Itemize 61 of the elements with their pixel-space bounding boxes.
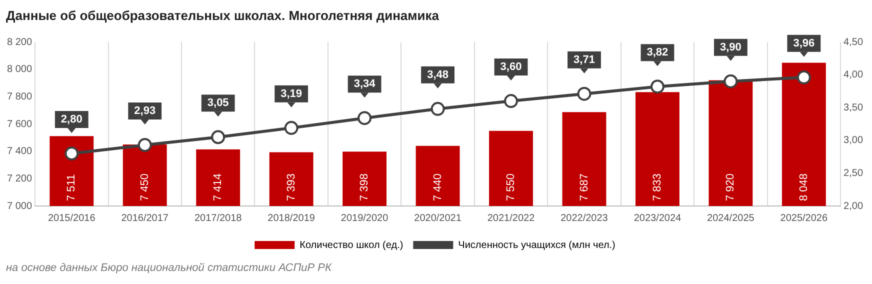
y2-tick-label: 3,50 bbox=[844, 102, 864, 114]
data-label: 3,90 bbox=[720, 41, 742, 54]
x-tick-label: 2022/2023 bbox=[560, 212, 608, 224]
text: на основе данных Бюро национальной статистики АСПиР РК bbox=[6, 262, 332, 274]
y2-tick-label: 2,00 bbox=[844, 200, 864, 212]
x-tick-label: 2019/2020 bbox=[340, 212, 389, 224]
y-tick-label: 8 000 bbox=[6, 64, 32, 76]
data-label: 3,71 bbox=[574, 54, 595, 66]
data-label: 7 450 bbox=[138, 173, 151, 201]
point bbox=[64, 146, 79, 161]
x-tick-label: 2025/2026 bbox=[780, 212, 828, 224]
point bbox=[211, 130, 226, 144]
point bbox=[430, 102, 445, 116]
point bbox=[724, 74, 738, 88]
x-tick-label: 2018/2019 bbox=[268, 212, 316, 224]
point bbox=[577, 86, 592, 101]
data-label: 7 511 bbox=[66, 174, 78, 201]
point bbox=[138, 138, 152, 152]
point bbox=[650, 80, 664, 94]
data-label: 7 833 bbox=[651, 173, 664, 201]
data-label: 3,48 bbox=[427, 68, 448, 81]
x-tick-label: 2015/2016 bbox=[48, 212, 96, 224]
data-label: 3,96 bbox=[793, 37, 815, 50]
y2-tick-label: 4,50 bbox=[844, 36, 864, 48]
y-tick-label: 7 800 bbox=[6, 91, 32, 102]
data-label: 3,19 bbox=[280, 88, 302, 100]
data-label: 7 550 bbox=[505, 173, 518, 201]
data-label: 2,93 bbox=[134, 105, 156, 118]
y-tick-label: 7 600 bbox=[6, 118, 32, 130]
y2-tick-label: 4,00 bbox=[844, 70, 864, 81]
data-label: 8 048 bbox=[798, 173, 810, 201]
data-label: 7 440 bbox=[432, 173, 444, 201]
data-label: 3,05 bbox=[207, 97, 229, 110]
y-tick-label: 7 200 bbox=[6, 173, 32, 184]
y-tick-label: 7 000 bbox=[6, 200, 32, 212]
y2-tick-label: 2,50 bbox=[844, 168, 864, 179]
data-label: 7 687 bbox=[578, 173, 590, 201]
y-tick-label: 8 200 bbox=[6, 36, 32, 48]
legend-label: Численность учащихся (млн чел.) bbox=[458, 240, 616, 251]
data-label: 3,60 bbox=[500, 61, 522, 74]
data-label: 3,34 bbox=[354, 78, 376, 90]
point bbox=[358, 111, 372, 126]
point bbox=[796, 70, 811, 84]
legend-label: Количество школ (ед.) bbox=[300, 240, 404, 251]
data-label: 7 920 bbox=[724, 173, 737, 201]
x-tick-label: 2024/2025 bbox=[707, 212, 755, 224]
x-tick-label: 2017/2018 bbox=[194, 212, 242, 224]
point bbox=[504, 94, 518, 108]
y-tick-label: 7 400 bbox=[6, 146, 32, 158]
data-label: 7 414 bbox=[212, 173, 224, 201]
data-label: 7 398 bbox=[358, 173, 371, 201]
data-label: 3,82 bbox=[646, 46, 668, 59]
chart-title: Данные об общеобразовательных школах. Многолетняя динамика bbox=[6, 8, 439, 23]
x-tick-label: 2021/2022 bbox=[487, 212, 536, 224]
x-tick-label: 2023/2024 bbox=[634, 212, 682, 224]
data-label: 7 393 bbox=[285, 173, 298, 201]
x-tick-label: 2020/2021 bbox=[414, 212, 462, 224]
y2-tick-label: 3,00 bbox=[844, 135, 864, 146]
data-label: 2,80 bbox=[60, 114, 82, 126]
x-tick-label: 2016/2017 bbox=[121, 212, 169, 224]
point bbox=[284, 120, 298, 135]
